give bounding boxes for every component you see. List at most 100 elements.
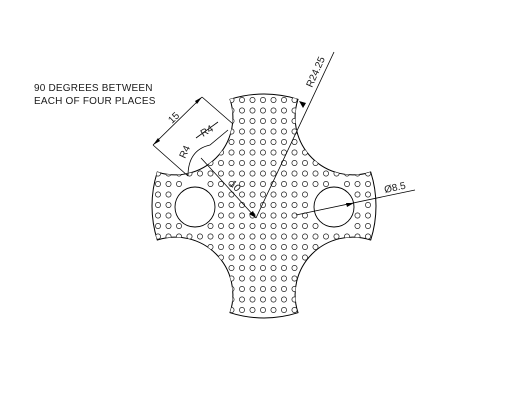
perforation-hole xyxy=(260,254,266,261)
perforation-hole xyxy=(281,296,287,303)
perforation-hole xyxy=(312,244,319,250)
perforation-hole xyxy=(281,212,287,219)
perforation-hole xyxy=(165,254,172,261)
perforation-hole xyxy=(365,212,371,219)
perforation-hole xyxy=(176,244,182,250)
perforation-hole xyxy=(281,244,287,250)
perforation-hole xyxy=(291,181,298,187)
perforation-hole xyxy=(176,107,182,114)
perforation-hole xyxy=(312,181,319,187)
perforation-hole xyxy=(228,212,235,219)
perforation-hole xyxy=(354,170,361,177)
perforation-hole xyxy=(218,160,224,166)
perforation-hole xyxy=(354,244,361,250)
perforation-hole xyxy=(291,107,298,114)
perforation-hole xyxy=(239,275,245,282)
perforation-hole xyxy=(312,286,319,292)
perforation-hole xyxy=(239,139,245,145)
perforation-hole xyxy=(239,223,245,229)
perforation-hole xyxy=(155,107,161,114)
perforation-hole xyxy=(291,233,298,240)
perforation-hole xyxy=(165,265,172,271)
perforation-hole xyxy=(239,254,245,261)
perforation-hole xyxy=(228,244,235,250)
perforation-hole xyxy=(323,149,329,156)
perforation-hole xyxy=(344,275,350,282)
perforation-hole xyxy=(302,202,308,208)
perforation-hole xyxy=(302,254,308,261)
perforation-hole xyxy=(228,233,235,240)
perforation-hole xyxy=(249,296,256,303)
perforation-hole xyxy=(165,202,172,208)
perforation-hole xyxy=(344,149,350,156)
perforation-hole xyxy=(302,275,308,282)
perforation-hole xyxy=(176,97,182,103)
perforation-hole xyxy=(323,307,329,313)
perforation-hole xyxy=(249,254,256,261)
perforation-hole xyxy=(249,128,256,135)
perforation-hole xyxy=(323,170,329,177)
perforation-hole xyxy=(312,254,319,261)
perforation-hole xyxy=(260,275,266,282)
perforation-hole xyxy=(155,275,161,282)
perforation-hole xyxy=(249,202,256,208)
perforation-hole xyxy=(312,118,319,124)
perforation-hole xyxy=(165,191,172,198)
perforation-hole xyxy=(260,97,266,103)
perforation-hole xyxy=(323,265,329,271)
perforation-hole xyxy=(302,296,308,303)
perforation-hole xyxy=(228,307,235,313)
perforation-hole xyxy=(218,244,224,250)
perforation-hole xyxy=(365,275,371,282)
perforation-hole xyxy=(365,265,371,271)
perforation-hole xyxy=(333,128,340,135)
perforation-hole xyxy=(260,107,266,114)
perforation-hole xyxy=(249,118,256,124)
hole-diameter-dimension: Ø8.5 xyxy=(295,181,416,216)
perforation-hole xyxy=(218,307,224,313)
perforation-hole xyxy=(197,118,203,124)
perforation-hole xyxy=(365,128,371,135)
perforation-hole xyxy=(323,233,329,240)
perforation-hole xyxy=(260,139,266,145)
perforation-hole xyxy=(281,223,287,229)
perforation-hole xyxy=(176,275,182,282)
perforation-hole xyxy=(344,181,350,187)
perforation-hole xyxy=(323,254,329,261)
perforation-hole xyxy=(260,265,266,271)
perforation-hole xyxy=(270,254,277,261)
perforation-hole xyxy=(333,265,340,271)
perforation-hole xyxy=(270,233,277,240)
hole-diameter-label: Ø8.5 xyxy=(383,181,407,196)
perforation-hole xyxy=(186,307,193,313)
perforation-hole xyxy=(249,233,256,240)
perforation-hole xyxy=(165,139,172,145)
perforation-hole xyxy=(260,286,266,292)
perforation-hole xyxy=(333,139,340,145)
perforation-hole xyxy=(291,223,298,229)
perforation-hole xyxy=(354,286,361,292)
perforation-hole xyxy=(186,97,193,103)
perforation-hole xyxy=(228,254,235,261)
perforation-hole xyxy=(155,191,161,198)
perforation-hole xyxy=(218,170,224,177)
perforation-hole xyxy=(186,296,193,303)
perforation-hole xyxy=(291,265,298,271)
perforation-hole xyxy=(365,160,371,166)
perforation-hole xyxy=(218,275,224,282)
perforation-hole xyxy=(207,118,214,124)
perforation-hole xyxy=(270,296,277,303)
perforation-hole xyxy=(218,139,224,145)
perforation-hole xyxy=(239,265,245,271)
corner-radius-label-b: R4 xyxy=(178,144,194,161)
perforation-hole xyxy=(176,233,182,240)
perforation-hole xyxy=(239,160,245,166)
perforation-hole xyxy=(281,118,287,124)
perforation-hole xyxy=(197,286,203,292)
perforation-hole xyxy=(323,160,329,166)
perforation-hole xyxy=(281,107,287,114)
perforation-hole xyxy=(155,97,161,103)
perforation-hole xyxy=(197,254,203,261)
perforation-hole xyxy=(365,244,371,250)
perforation-hole xyxy=(249,97,256,103)
